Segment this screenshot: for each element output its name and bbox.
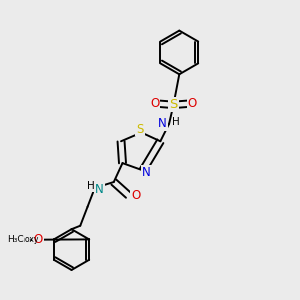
Text: O: O bbox=[33, 233, 43, 246]
Text: H₃C: H₃C bbox=[7, 235, 23, 244]
Text: S: S bbox=[169, 98, 178, 111]
Text: N: N bbox=[158, 117, 167, 130]
Text: O: O bbox=[188, 97, 197, 110]
Text: O: O bbox=[131, 189, 140, 202]
Text: N: N bbox=[95, 183, 104, 196]
Text: methoxy: methoxy bbox=[5, 235, 39, 244]
Text: H: H bbox=[87, 182, 95, 191]
Text: S: S bbox=[136, 122, 144, 136]
Text: N: N bbox=[142, 166, 151, 179]
Text: O: O bbox=[150, 97, 159, 110]
Text: H: H bbox=[172, 117, 180, 127]
